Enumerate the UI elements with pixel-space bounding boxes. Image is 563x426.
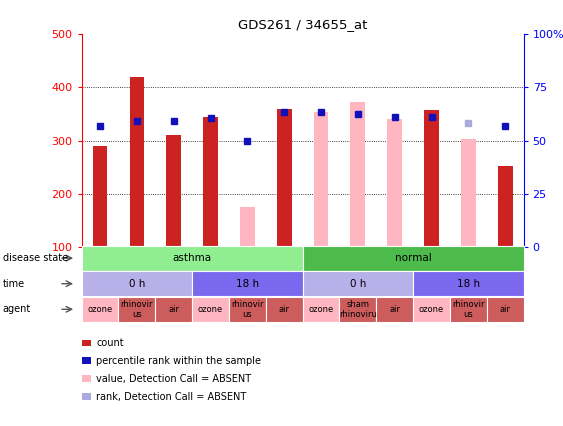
Text: ozone: ozone <box>198 305 223 314</box>
Text: air: air <box>500 305 511 314</box>
Text: sham
rhinoviru: sham rhinoviru <box>339 299 377 319</box>
Bar <box>387 119 402 247</box>
Bar <box>93 146 108 247</box>
Text: asthma: asthma <box>173 253 212 263</box>
Text: time: time <box>3 279 25 289</box>
Bar <box>351 102 365 247</box>
Text: disease state: disease state <box>3 253 68 263</box>
Text: air: air <box>168 305 179 314</box>
Bar <box>203 117 218 247</box>
Text: ozone: ozone <box>309 305 334 314</box>
Text: rhinovir
us: rhinovir us <box>120 299 153 319</box>
Text: air: air <box>279 305 290 314</box>
Text: ozone: ozone <box>419 305 444 314</box>
Bar <box>277 109 292 247</box>
Bar <box>314 112 328 247</box>
Text: ozone: ozone <box>87 305 113 314</box>
Text: value, Detection Call = ABSENT: value, Detection Call = ABSENT <box>96 374 252 384</box>
Text: air: air <box>389 305 400 314</box>
Bar <box>240 207 254 247</box>
Bar <box>166 135 181 247</box>
Bar <box>424 110 439 247</box>
Text: 0 h: 0 h <box>129 279 145 289</box>
Text: 0 h: 0 h <box>350 279 366 289</box>
Text: agent: agent <box>3 304 31 314</box>
Title: GDS261 / 34655_at: GDS261 / 34655_at <box>238 18 367 32</box>
Text: rank, Detection Call = ABSENT: rank, Detection Call = ABSENT <box>96 391 247 402</box>
Text: 18 h: 18 h <box>457 279 480 289</box>
Text: 18 h: 18 h <box>236 279 259 289</box>
Bar <box>461 139 476 247</box>
Text: normal: normal <box>395 253 431 263</box>
Text: percentile rank within the sample: percentile rank within the sample <box>96 356 261 366</box>
Text: rhinovir
us: rhinovir us <box>231 299 263 319</box>
Bar <box>498 166 512 247</box>
Bar <box>129 77 144 247</box>
Text: rhinovir
us: rhinovir us <box>452 299 485 319</box>
Text: count: count <box>96 338 124 348</box>
